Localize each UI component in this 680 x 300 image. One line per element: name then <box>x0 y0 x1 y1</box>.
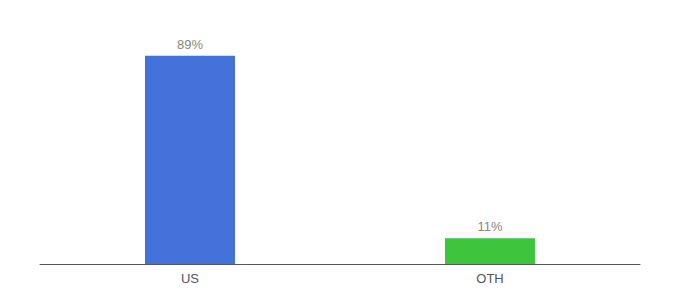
svg-text:OTH: OTH <box>476 271 503 286</box>
svg-text:89%: 89% <box>177 37 203 52</box>
svg-text:US: US <box>181 271 199 286</box>
svg-text:11%: 11% <box>477 219 502 234</box>
